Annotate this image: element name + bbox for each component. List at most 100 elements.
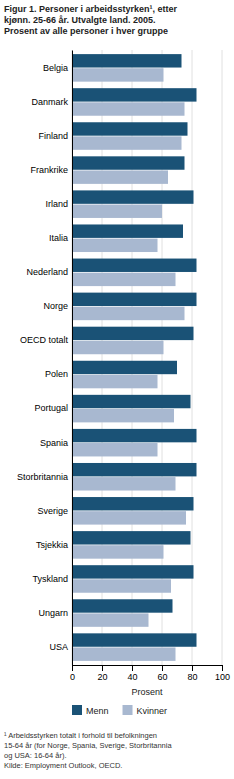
y-tick: Sverige [37, 506, 72, 516]
title-line: Figur 1. Personer i arbeidsstyrken¹, ett… [4, 4, 178, 14]
y-tick-label: Irland [45, 199, 68, 209]
bar [72, 122, 188, 135]
bar [72, 511, 186, 524]
x-tick: 0 [70, 665, 75, 682]
y-tick-label: Tsjekkia [36, 540, 68, 550]
x-axis-title: Prosent [131, 687, 163, 697]
x-tick: 40 [127, 665, 137, 682]
y-tick-label: Belgia [43, 63, 68, 73]
bar [72, 156, 185, 169]
y-tick-label: Finland [38, 131, 68, 141]
bar [72, 102, 185, 115]
bar [72, 375, 158, 388]
y-tick-label: Spania [40, 438, 68, 448]
y-tick-label: Sverige [37, 506, 68, 516]
y-tick: Tyskland [32, 574, 72, 584]
bar [72, 327, 194, 340]
footnote-line: og USA: 16-64 år). [4, 751, 67, 760]
title: Figur 1. Personer i arbeidsstyrken¹, ett… [4, 4, 178, 36]
bar [72, 409, 174, 422]
x-tick-mark [222, 665, 223, 671]
bar [72, 545, 164, 558]
grid [72, 50, 222, 665]
bar [72, 293, 197, 306]
bar [72, 273, 176, 286]
bar [72, 54, 182, 67]
x-tick-label: 20 [97, 672, 107, 682]
x-tick-label: 0 [70, 672, 75, 682]
y-tick: Ungarn [38, 608, 72, 618]
plot: 0 20 40 60 80 100 Belgia Danmark Finland Frankrik… [17, 50, 230, 697]
legend-label: Kvinner [137, 706, 168, 716]
bar [72, 341, 164, 354]
y-tick-label: Ungarn [38, 608, 68, 618]
y-tick-label: Frankrike [30, 165, 68, 175]
y-tick: USA [49, 642, 72, 652]
y-tick-label: Polen [45, 369, 68, 379]
bar [72, 531, 191, 544]
y-tick: Frankrike [30, 165, 72, 175]
x-tick-label: 100 [215, 672, 230, 682]
x-axis: 0 20 40 60 80 100 [70, 665, 230, 682]
series-bars [72, 54, 197, 647]
footnote-line: 15-64 år (for Norge, Spania, Sverige, St… [4, 741, 172, 750]
title-line: Prosent av alle personer i hver gruppe [4, 26, 168, 36]
y-tick: Danmark [31, 97, 72, 107]
bar [72, 599, 173, 612]
bar [72, 259, 197, 272]
bar [72, 170, 168, 183]
bar [72, 429, 197, 442]
bar [72, 395, 191, 408]
legend-item: Kvinner [123, 705, 168, 716]
bar [72, 613, 149, 626]
y-tick: Finland [38, 131, 72, 141]
y-tick-label: OECD totalt [20, 335, 69, 345]
y-tick-label: Italia [49, 233, 68, 243]
x-tick-mark [192, 665, 193, 671]
y-tick: Belgia [43, 63, 72, 73]
x-tick-label: 40 [127, 672, 137, 682]
y-tick: Irland [45, 199, 72, 209]
y-tick: Italia [49, 233, 72, 243]
legend-swatch [72, 705, 82, 715]
y-axis-line [72, 51, 73, 666]
y-axis: Belgia Danmark Finland Frankrike Irland Itali… [17, 51, 73, 666]
x-tick: 60 [157, 665, 167, 682]
bar [72, 361, 177, 374]
y-tick-label: Norge [43, 301, 68, 311]
bar [72, 565, 194, 578]
y-tick: Tsjekkia [36, 540, 72, 550]
bar [72, 68, 164, 81]
x-tick-mark [72, 665, 73, 671]
y-tick: Nederland [26, 267, 72, 277]
bar [72, 136, 182, 149]
bars [72, 54, 197, 661]
x-axis-line [73, 666, 223, 672]
y-tick: Polen [45, 369, 72, 379]
x-tick-label: 60 [157, 672, 167, 682]
bar [72, 633, 197, 646]
bar [72, 239, 158, 252]
y-tick-label: Danmark [31, 97, 68, 107]
bar [72, 497, 194, 510]
grid-line [72, 50, 73, 665]
bar [72, 307, 185, 320]
bar [72, 477, 176, 490]
title-line: kjønn. 25-66 år. Utvalgte land. 2005. [4, 15, 156, 25]
legend: MennKvinner [72, 705, 167, 716]
chart: Figur 1. Personer i arbeidsstyrken¹, ett… [0, 0, 234, 779]
y-tick: OECD totalt [20, 335, 72, 345]
bar [72, 88, 197, 101]
bar [72, 190, 194, 203]
grid-line [222, 50, 223, 665]
y-tick-label: Storbritannia [17, 472, 68, 482]
bar [72, 463, 197, 476]
x-tick: 100 [215, 665, 230, 682]
y-tick: Norge [43, 301, 72, 311]
x-tick-mark [162, 665, 163, 671]
bar [72, 443, 158, 456]
bar [72, 647, 176, 660]
series-bars [72, 68, 186, 661]
y-tick-label: Portugal [34, 403, 68, 413]
x-tick: 80 [187, 665, 197, 682]
